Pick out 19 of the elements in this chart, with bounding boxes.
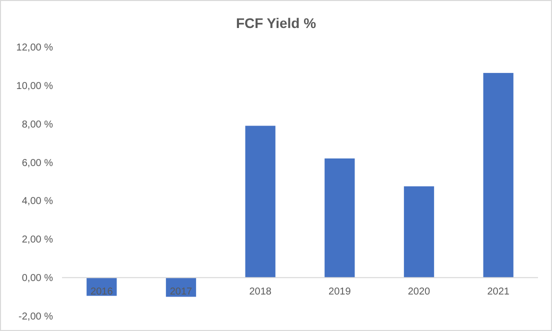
y-tick-label: 6,00 % xyxy=(22,158,54,169)
bar xyxy=(245,126,276,278)
bar xyxy=(324,158,355,278)
x-tick-label: 2020 xyxy=(408,286,431,298)
x-tick-label: 2019 xyxy=(328,286,352,298)
bar xyxy=(404,186,434,278)
y-tick-label: 10,00 % xyxy=(16,80,54,92)
x-tick-label: 2016 xyxy=(90,286,114,298)
x-tick-label: 2018 xyxy=(249,286,272,298)
y-tick-label: 12,00 % xyxy=(16,42,54,54)
y-tick-label: 2,00 % xyxy=(22,234,54,246)
y-tick-label: 8,00 % xyxy=(22,119,54,130)
x-tick-label: 2021 xyxy=(487,286,510,298)
x-tick-label: 2017 xyxy=(170,286,193,298)
y-tick-label: 4,00 % xyxy=(22,196,54,208)
bar xyxy=(483,72,514,278)
y-tick-label: -2,00 % xyxy=(18,312,54,322)
y-tick-label: 0,00 % xyxy=(22,273,54,284)
chart-title: FCF Yield % xyxy=(236,15,317,31)
